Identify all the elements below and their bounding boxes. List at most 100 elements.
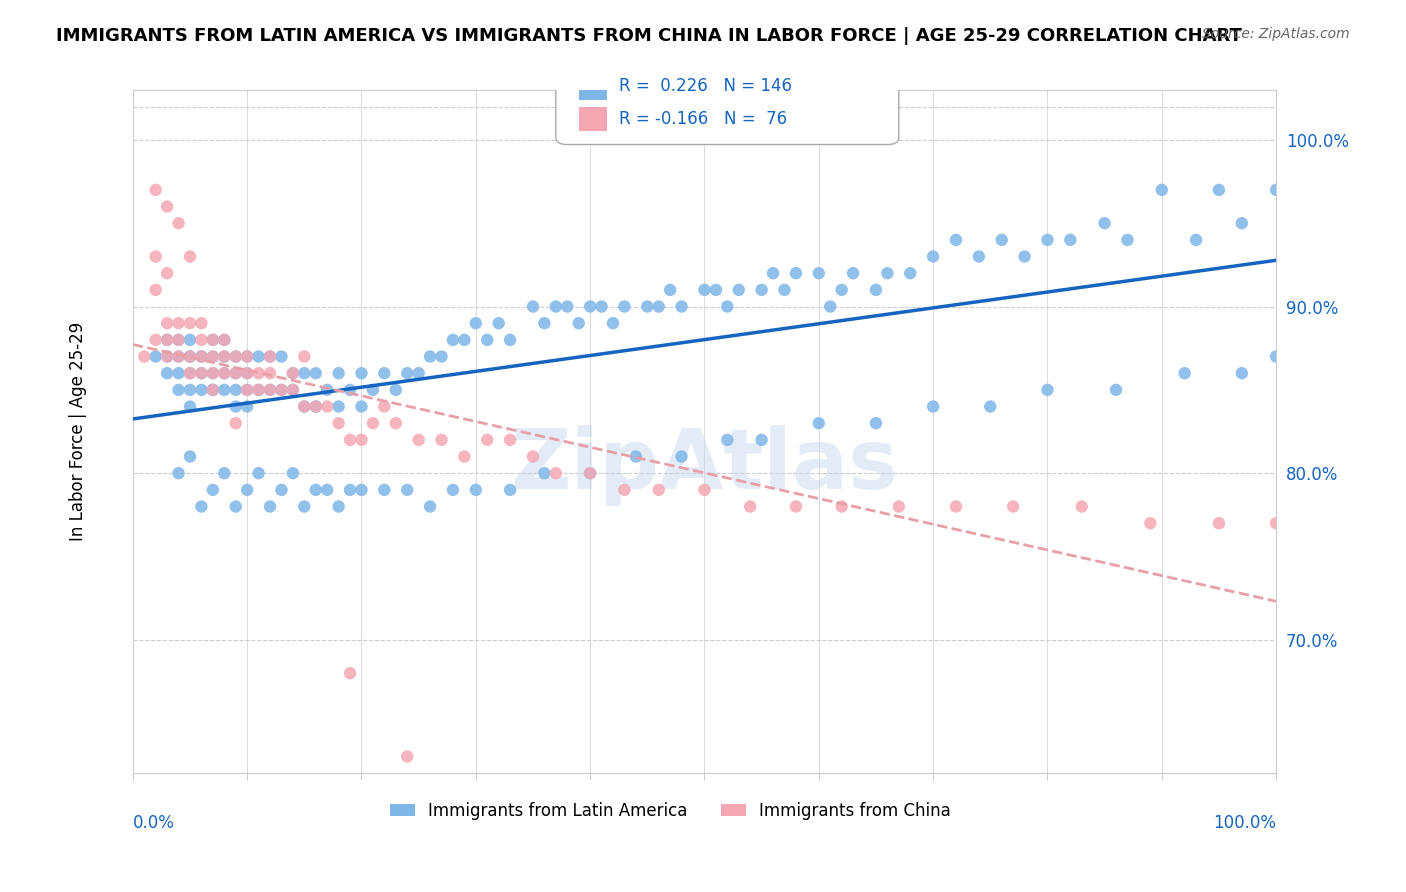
Point (328, 500, 350, 514)
Point (167, 366, 190, 380)
Point (201, 483, 224, 497)
Point (214, 333, 236, 347)
FancyBboxPatch shape (555, 62, 898, 145)
Point (225, 366, 247, 380)
Point (807, 266, 830, 280)
Point (1014, 250, 1036, 264)
Point (316, 483, 339, 497)
Point (201, 333, 224, 347)
Point (361, 383, 384, 397)
Point (591, 300, 613, 314)
Point (1116, 233, 1139, 247)
Point (408, 433, 430, 447)
Point (145, 350, 167, 364)
Point (648, 300, 671, 314)
Point (693, 483, 716, 497)
Point (408, 366, 430, 380)
Point (544, 466, 567, 480)
Point (613, 483, 636, 497)
Point (1208, 516, 1230, 531)
Point (396, 749, 419, 764)
Point (396, 483, 419, 497)
Point (636, 300, 658, 314)
Point (671, 300, 693, 314)
Point (179, 366, 201, 380)
Point (1230, 216, 1253, 230)
Point (225, 350, 247, 364)
Point (156, 333, 179, 347)
Point (533, 316, 555, 330)
Point (190, 500, 212, 514)
Point (214, 350, 236, 364)
Point (441, 333, 464, 347)
Point (247, 466, 270, 480)
Point (201, 366, 224, 380)
Point (236, 366, 259, 380)
Point (373, 483, 395, 497)
Point (751, 433, 773, 447)
Point (785, 266, 807, 280)
Point (236, 483, 259, 497)
Point (201, 350, 224, 364)
Point (1036, 233, 1059, 247)
Point (1139, 516, 1161, 531)
Point (316, 400, 339, 414)
Point (945, 233, 967, 247)
Point (613, 300, 636, 314)
Point (979, 400, 1001, 414)
Point (1185, 233, 1208, 247)
Point (350, 366, 373, 380)
Point (693, 283, 716, 297)
Point (430, 433, 453, 447)
Point (225, 350, 247, 364)
Point (190, 350, 212, 364)
Point (499, 483, 522, 497)
Point (247, 350, 270, 364)
Point (190, 366, 212, 380)
Point (1208, 183, 1230, 197)
Point (785, 500, 807, 514)
Point (259, 350, 281, 364)
Point (167, 350, 190, 364)
Point (190, 350, 212, 364)
Point (179, 350, 201, 364)
Point (316, 383, 339, 397)
Point (865, 416, 887, 430)
Point (671, 450, 693, 464)
Point (225, 383, 247, 397)
Point (373, 400, 395, 414)
Point (281, 466, 304, 480)
Point (201, 383, 224, 397)
Point (533, 466, 555, 480)
Point (236, 383, 259, 397)
Point (179, 450, 201, 464)
Point (156, 266, 179, 280)
Point (419, 500, 441, 514)
Point (453, 333, 475, 347)
Text: ZipAtlas: ZipAtlas (510, 425, 898, 506)
Point (225, 400, 247, 414)
Point (145, 250, 167, 264)
Point (945, 500, 967, 514)
Point (201, 383, 224, 397)
Point (831, 500, 853, 514)
FancyBboxPatch shape (579, 107, 607, 131)
Point (292, 350, 315, 364)
Text: R =  0.226   N = 146: R = 0.226 N = 146 (619, 78, 792, 95)
Point (579, 300, 602, 314)
Point (190, 350, 212, 364)
Point (247, 366, 270, 380)
Point (1230, 366, 1253, 380)
Point (740, 500, 762, 514)
Point (145, 283, 167, 297)
Point (247, 383, 270, 397)
Point (179, 400, 201, 414)
Point (1265, 516, 1288, 531)
Point (281, 366, 304, 380)
Legend: Immigrants from Latin America, Immigrants from China: Immigrants from Latin America, Immigrant… (382, 795, 957, 826)
Point (270, 383, 292, 397)
Point (179, 350, 201, 364)
Point (419, 350, 441, 364)
Point (145, 183, 167, 197)
Point (339, 383, 361, 397)
